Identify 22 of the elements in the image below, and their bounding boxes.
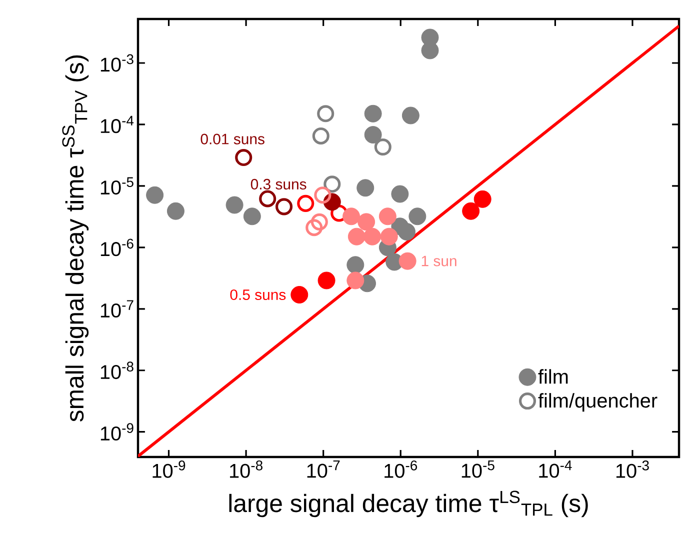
y-tick-label: 10$^{-3}$ <box>100 54 134 72</box>
annotation: 1 sun <box>422 256 456 266</box>
x-tick-label: 10$^{-3}$ <box>616 460 649 478</box>
x-tick-label: 10$^{-9}$ <box>152 460 186 478</box>
y-tick-label: 10$^{-4}$ <box>100 116 134 134</box>
y-tick-label: 10$^{-7}$ <box>100 300 134 318</box>
legend-label: film/quencher <box>538 393 658 412</box>
annotation: 0.5 suns <box>230 289 286 300</box>
y-tick-label: 10$^{-5}$ <box>100 177 134 195</box>
y-tick-label: 10$^{-9}$ <box>100 423 134 441</box>
y-tick-label: 10$^{-6}$ <box>100 238 134 256</box>
annotation: 0.3 suns <box>250 178 306 190</box>
x-tick-label: 10$^{-7}$ <box>307 460 340 478</box>
x-tick-label: 10$^{-5}$ <box>462 460 494 478</box>
y-axis-title: small signal decay time τ$^{SS}$$_{TPV}$ (s) <box>62 55 89 422</box>
x-tick-label: 10$^{-6}$ <box>384 460 418 478</box>
annotation: 0.01 suns <box>200 134 264 144</box>
x-axis-title: large signal decay time τ$^{LS}$$_{TPL}$ (s) <box>229 490 588 518</box>
x-tick-label: 10$^{-8}$ <box>230 460 262 478</box>
x-tick-label: 10$^{-4}$ <box>539 460 572 478</box>
legend-label: film <box>538 369 568 384</box>
y-tick-label: 10$^{-8}$ <box>100 362 134 380</box>
